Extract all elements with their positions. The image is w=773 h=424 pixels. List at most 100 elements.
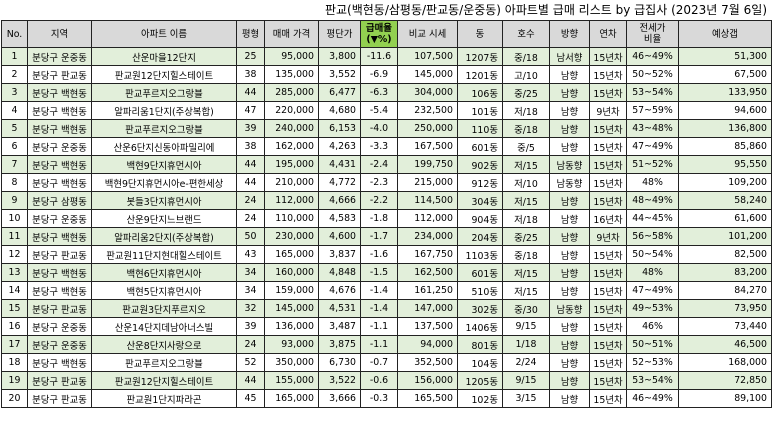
header-age: 연차 <box>589 20 627 48</box>
jeonse-ratio-cell: 43~48% <box>626 119 679 138</box>
price-cell: 195,000 <box>264 155 319 174</box>
apt-name-cell: 판교원12단지힐스테이트 <box>91 371 237 390</box>
discount-rate-cell: -3.3 <box>360 137 398 156</box>
age-cell: 15년차 <box>589 263 627 282</box>
age-cell: 15년차 <box>589 335 627 354</box>
size-cell: 43 <box>236 245 265 264</box>
discount-rate-cell: -1.1 <box>360 317 398 336</box>
size-cell: 38 <box>236 65 265 84</box>
price-cell: 93,000 <box>264 335 319 354</box>
age-cell: 15년차 <box>589 173 627 192</box>
dong-cell: 1205동 <box>457 371 503 390</box>
expected-gap-cell: 58,240 <box>678 191 772 210</box>
table-row: 7 분당구 백현동 백현9단지휴먼시아 44 195,000 4,431 -2.4 199,7… <box>1 155 772 174</box>
apt-name-cell: 판교원3단지푸르지오 <box>91 299 237 318</box>
header-size: 평형 <box>236 20 265 48</box>
ho-cell: 저/10 <box>502 173 550 192</box>
direction-cell: 남향 <box>549 83 590 102</box>
ho-cell: 9/15 <box>502 371 550 390</box>
dong-cell: 1207동 <box>457 47 503 66</box>
size-cell: 24 <box>236 209 265 228</box>
price-cell: 155,000 <box>264 371 319 390</box>
jeonse-ratio-cell: 46% <box>626 317 679 336</box>
region-cell: 분당구 판교동 <box>27 299 92 318</box>
ho-cell: 중/25 <box>502 227 550 246</box>
region-cell: 분당구 백현동 <box>27 155 92 174</box>
discount-rate-cell: -1.1 <box>360 335 398 354</box>
size-cell: 25 <box>236 47 265 66</box>
price-per-pyeong-cell: 4,848 <box>318 263 361 282</box>
price-per-pyeong-cell: 4,666 <box>318 191 361 210</box>
ho-cell: 중/18 <box>502 47 550 66</box>
region-cell: 분당구 백현동 <box>27 281 92 300</box>
dong-cell: 304동 <box>457 191 503 210</box>
header-compare-price: 비교 시세 <box>397 20 458 48</box>
age-cell: 15년차 <box>589 299 627 318</box>
expected-gap-cell: 101,200 <box>678 227 772 246</box>
age-cell: 15년차 <box>589 371 627 390</box>
age-cell: 15년차 <box>589 137 627 156</box>
header-region: 지역 <box>27 20 92 48</box>
apt-name-cell: 판교원1단지파라곤 <box>91 389 237 408</box>
compare-price-cell: 114,500 <box>397 191 458 210</box>
price-cell: 240,000 <box>264 119 319 138</box>
row-number: 17 <box>1 335 28 354</box>
apt-name-cell: 백현6단지휴먼시아 <box>91 263 237 282</box>
ho-cell: 중/5 <box>502 137 550 156</box>
row-number: 9 <box>1 191 28 210</box>
region-cell: 분당구 판교동 <box>27 245 92 264</box>
direction-cell: 남향 <box>549 335 590 354</box>
dong-cell: 904동 <box>457 209 503 228</box>
jeonse-ratio-cell: 52~53% <box>626 353 679 372</box>
age-cell: 15년차 <box>589 245 627 264</box>
price-cell: 135,000 <box>264 65 319 84</box>
row-number: 7 <box>1 155 28 174</box>
apt-name-cell: 판교원12단지힐스테이트 <box>91 65 237 84</box>
dong-cell: 1406동 <box>457 317 503 336</box>
size-cell: 32 <box>236 299 265 318</box>
dong-cell: 510동 <box>457 281 503 300</box>
discount-rate-cell: -2.2 <box>360 191 398 210</box>
row-number: 6 <box>1 137 28 156</box>
table-row: 3 분당구 백현동 판교푸르지오그랑블 44 285,000 6,477 -6.3 304,0… <box>1 83 772 102</box>
size-cell: 34 <box>236 263 265 282</box>
dong-cell: 106동 <box>457 83 503 102</box>
direction-cell: 남서향 <box>549 47 590 66</box>
compare-price-cell: 107,500 <box>397 47 458 66</box>
listing-table: No. 지역 아파트 이름 평형 매매 가격 평단가 급매율 (▼%) 비교 시… <box>1 20 772 408</box>
size-cell: 44 <box>236 83 265 102</box>
row-number: 20 <box>1 389 28 408</box>
region-cell: 분당구 백현동 <box>27 353 92 372</box>
page-title: 판교(백현동/삼평동/판교동/운중동) 아파트별 급매 리스트 by 급집사 (… <box>324 3 767 17</box>
ho-cell: 저/15 <box>502 263 550 282</box>
region-cell: 분당구 운중동 <box>27 209 92 228</box>
compare-price-cell: 94,000 <box>397 335 458 354</box>
jeonse-ratio-cell: 48% <box>626 263 679 282</box>
ho-cell: 중/25 <box>502 83 550 102</box>
size-cell: 45 <box>236 389 265 408</box>
region-cell: 분당구 운중동 <box>27 47 92 66</box>
age-cell: 15년차 <box>589 83 627 102</box>
price-cell: 112,000 <box>264 191 319 210</box>
table-row: 14 분당구 백현동 백현5단지휴먼시아 34 159,000 4,676 -1.4 161,… <box>1 281 772 300</box>
expected-gap-cell: 89,100 <box>678 389 772 408</box>
discount-rate-cell: -1.6 <box>360 245 398 264</box>
header-apt-name: 아파트 이름 <box>91 20 237 48</box>
jeonse-ratio-cell: 46~49% <box>626 389 679 408</box>
direction-cell: 남향 <box>549 209 590 228</box>
jeonse-ratio-cell: 53~54% <box>626 83 679 102</box>
price-cell: 210,000 <box>264 173 319 192</box>
dong-cell: 902동 <box>457 155 503 174</box>
price-per-pyeong-cell: 3,837 <box>318 245 361 264</box>
compare-price-cell: 232,500 <box>397 101 458 120</box>
apt-name-cell: 봇들3단지휴먼시아 <box>91 191 237 210</box>
discount-rate-cell: -4.0 <box>360 119 398 138</box>
dong-cell: 601동 <box>457 263 503 282</box>
row-number: 12 <box>1 245 28 264</box>
region-cell: 분당구 판교동 <box>27 371 92 390</box>
compare-price-cell: 215,000 <box>397 173 458 192</box>
row-number: 19 <box>1 371 28 390</box>
region-cell: 분당구 운중동 <box>27 137 92 156</box>
jeonse-ratio-cell: 49~53% <box>626 299 679 318</box>
apt-name-cell: 산운8단지사랑으로 <box>91 335 237 354</box>
